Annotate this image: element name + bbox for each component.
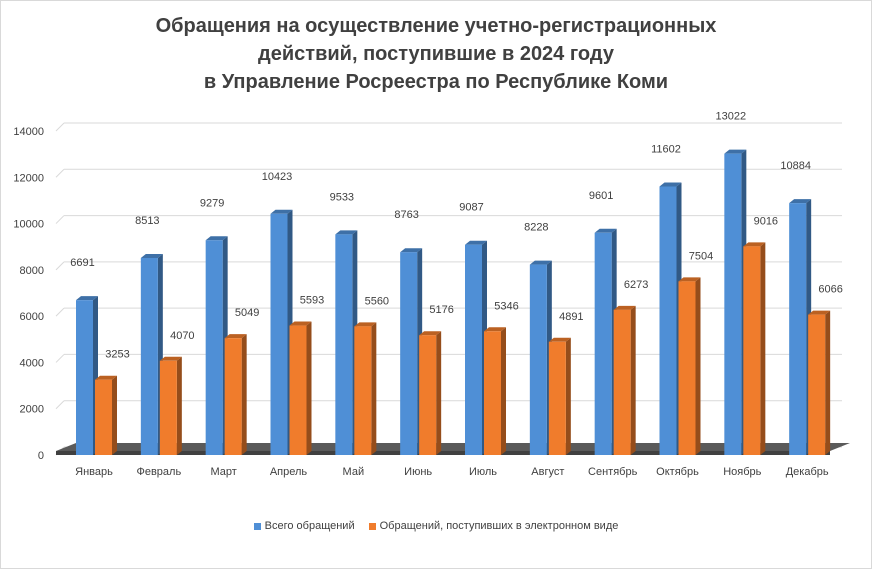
- y-tick-label: 12000: [13, 172, 44, 184]
- data-label-electronic: 7504: [689, 250, 713, 262]
- x-tick-label: Февраль: [136, 466, 181, 478]
- bar-electronic: [354, 322, 377, 455]
- y-tick-label: 2000: [20, 404, 44, 416]
- data-label-electronic: 3253: [105, 349, 129, 361]
- bar-total: [529, 260, 552, 455]
- y-tick-label: 10000: [13, 219, 44, 231]
- chart-title-line-3: в Управление Росреестра по Республике Ко…: [203, 71, 669, 93]
- gridline-depth: [55, 168, 65, 178]
- x-tick-label: Июль: [469, 466, 497, 478]
- data-label-total: 9601: [589, 190, 613, 202]
- bar-total: [270, 209, 293, 455]
- y-tick-label: 14000: [13, 126, 44, 138]
- legend-item-electronic: Обращений, поступивших в электронном вид…: [368, 520, 619, 532]
- data-label-total: 9533: [330, 191, 354, 203]
- gridline-depth: [55, 215, 65, 224]
- x-tick-label: Ноябрь: [723, 466, 761, 478]
- bar-electronic: [548, 337, 571, 455]
- bar-total: [724, 149, 747, 455]
- gridline-depth: [55, 400, 65, 410]
- data-label-total: 8228: [524, 222, 548, 234]
- data-label-electronic: 4070: [170, 330, 194, 342]
- x-tick-label: Октябрь: [656, 466, 699, 478]
- bar-total: [400, 248, 423, 455]
- data-label-total: 8763: [394, 209, 418, 221]
- bar-electronic: [484, 327, 506, 455]
- bar-electronic: [289, 321, 312, 455]
- x-tick-label: Январь: [75, 466, 113, 478]
- data-label-electronic: 6273: [624, 279, 648, 291]
- bar-electronic: [419, 331, 442, 455]
- x-tick-label: Май: [343, 466, 365, 478]
- data-label-total: 11602: [651, 143, 681, 155]
- legend-swatch-electronic: [368, 522, 376, 530]
- chart-legend: Всего обращений Обращений, поступивших в…: [0, 520, 872, 532]
- legend-item-total: Всего обращений: [253, 520, 355, 532]
- gridline-depth: [55, 122, 65, 132]
- bar-total: [789, 199, 812, 455]
- y-tick-label: 6000: [20, 311, 44, 323]
- data-label-electronic: 5049: [235, 307, 259, 319]
- legend-swatch-total: [253, 522, 261, 530]
- data-label-electronic: 9016: [754, 215, 778, 227]
- bar-total: [76, 296, 98, 455]
- chart-title-line-2: действий, поступившие в 2024 году: [258, 43, 614, 65]
- legend-label-electronic: Обращений, поступивших в электронном вид…: [379, 520, 619, 532]
- bar-total: [465, 240, 487, 455]
- x-tick-label: Март: [211, 466, 237, 478]
- data-label-total: 13022: [716, 111, 747, 123]
- bar-total: [205, 236, 228, 455]
- data-label-electronic: 5593: [300, 295, 324, 307]
- bar-total: [335, 230, 358, 455]
- y-tick-label: 4000: [20, 357, 44, 369]
- data-label-electronic: 4891: [559, 311, 583, 323]
- chart-title-line-1: Обращения на осуществление учетно-регист…: [155, 15, 717, 37]
- bar-electronic: [678, 277, 701, 455]
- bar-electronic: [613, 305, 636, 455]
- data-label-total: 9087: [459, 202, 483, 214]
- bar-electronic: [808, 310, 831, 455]
- chart-floor-top: [56, 443, 850, 451]
- data-label-electronic: 5560: [365, 295, 389, 307]
- gridline-depth: [55, 354, 65, 363]
- x-tick-label: Август: [531, 466, 564, 478]
- bar-electronic: [224, 334, 247, 455]
- y-tick-label: 0: [38, 450, 44, 462]
- x-tick-label: Декабрь: [786, 466, 829, 478]
- bar-total: [594, 228, 617, 455]
- bar-total: [659, 182, 682, 455]
- gridline-depth: [55, 307, 65, 317]
- data-label-electronic: 5346: [494, 300, 518, 312]
- legend-label-total: Всего обращений: [264, 520, 355, 532]
- gridline-depth: [55, 261, 65, 271]
- data-label-total: 10423: [262, 171, 293, 183]
- bar-total: [140, 253, 163, 455]
- data-label-total: 9279: [200, 197, 224, 209]
- chart-title: Обращения на осуществление учетно-регист…: [0, 12, 872, 96]
- x-tick-label: Сентябрь: [588, 466, 638, 478]
- data-label-total: 8513: [135, 215, 159, 227]
- bar-electronic: [159, 356, 182, 455]
- chart-floor-front: [56, 451, 830, 455]
- bar-electronic: [95, 375, 117, 455]
- data-label-total: 6691: [70, 257, 94, 269]
- data-label-electronic: 5176: [429, 304, 453, 316]
- x-tick-label: Апрель: [270, 466, 308, 478]
- y-tick-label: 8000: [20, 265, 44, 277]
- x-tick-label: Июнь: [404, 466, 432, 478]
- bar-electronic: [743, 242, 766, 455]
- data-label-electronic: 6066: [818, 284, 842, 296]
- data-label-total: 10884: [780, 160, 811, 172]
